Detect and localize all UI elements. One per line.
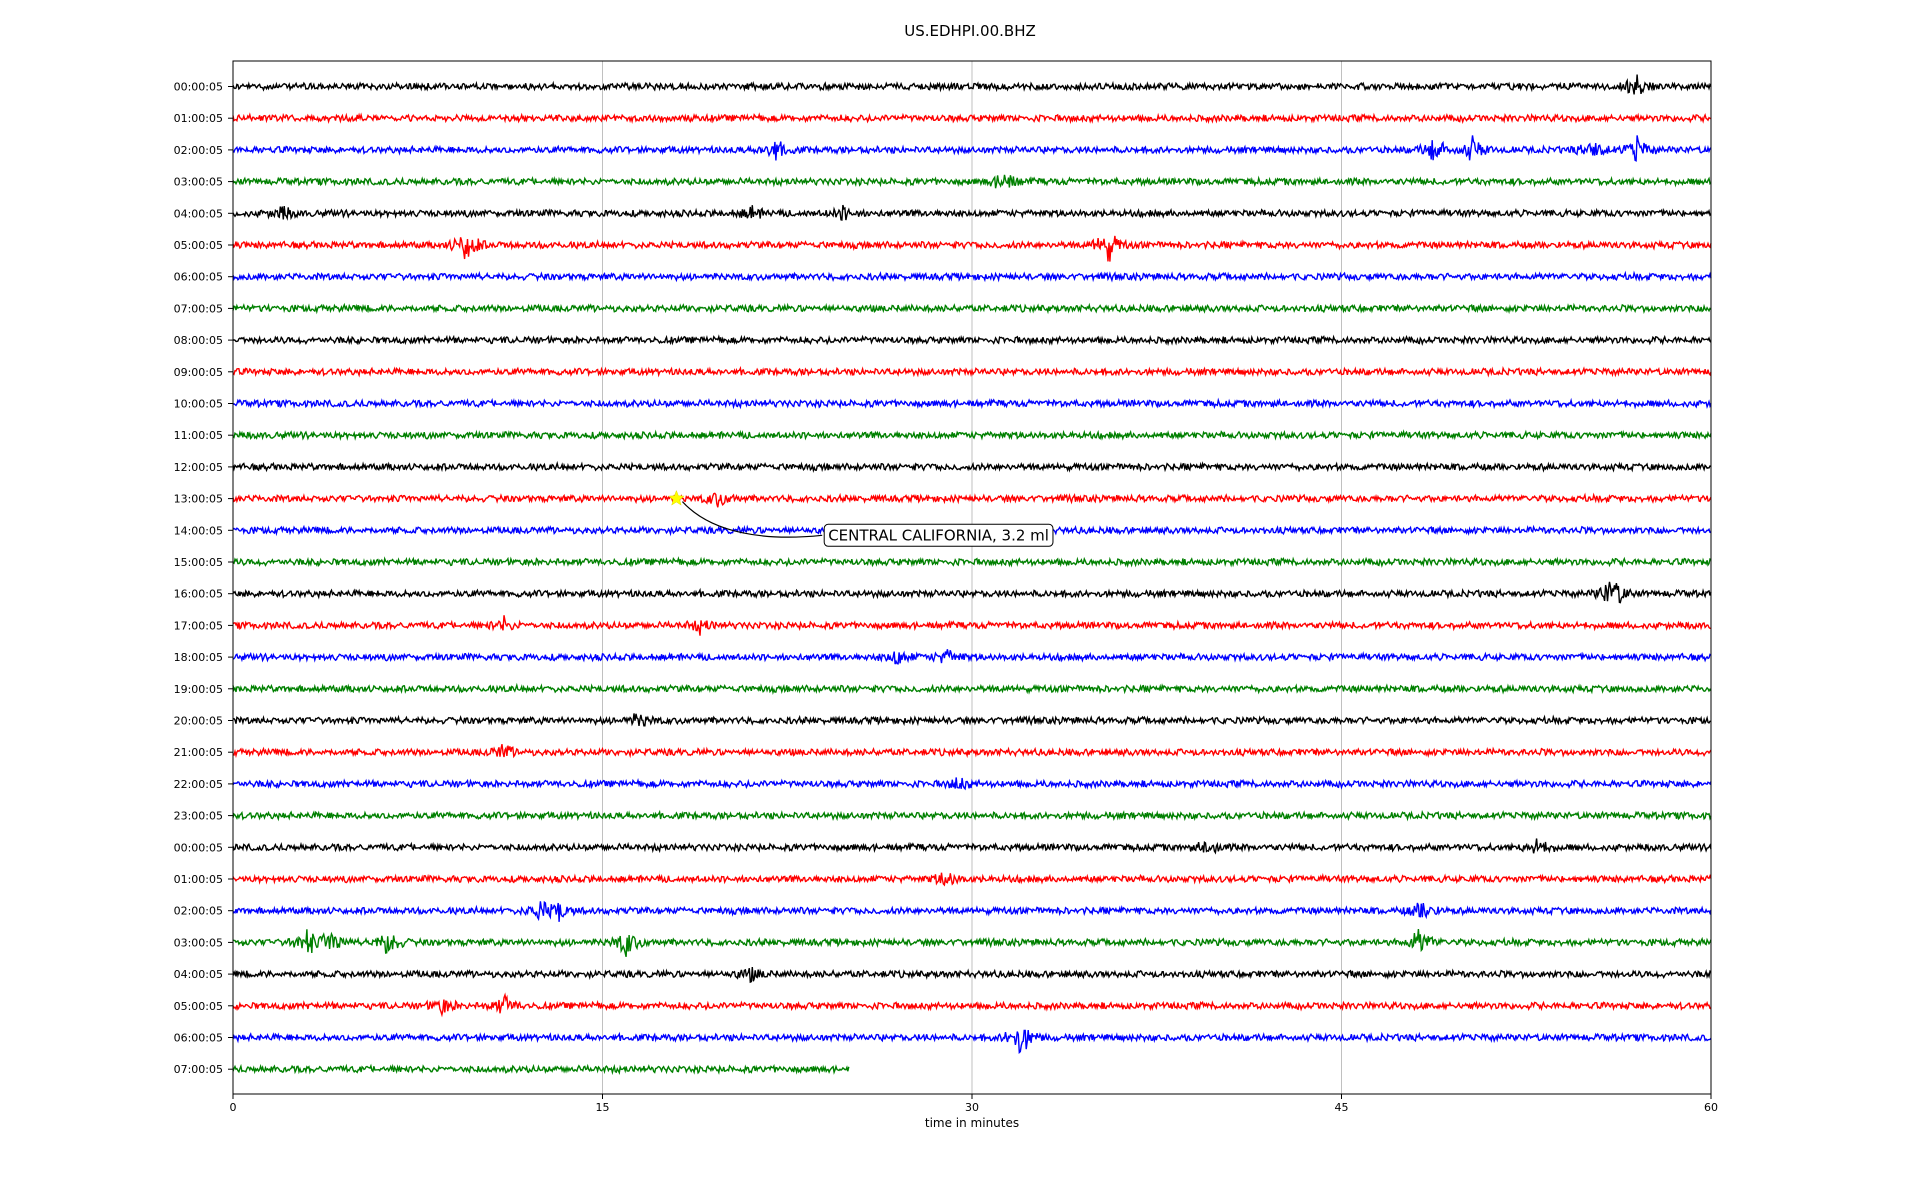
y-tick-label: 05:00:05 [174,239,223,252]
y-tick-label: 18:00:05 [174,651,223,664]
trace-line [232,777,1712,791]
y-tick-label: 10:00:05 [174,398,223,411]
x-tick-label: 0 [230,1101,237,1114]
y-tick-label: 13:00:05 [174,493,223,506]
trace-line [232,967,1712,984]
trace-line [232,397,1712,410]
y-tick-label: 02:00:05 [174,144,223,157]
y-tick-label: 01:00:05 [174,112,223,125]
y-axis: 00:00:05 01:00:05 02:00:05 03:00:05 04:00:05… [174,81,233,1076]
trace-line [232,713,1711,727]
annotation-label: CENTRAL CALIFORNIA, 3.2 ml [828,526,1049,544]
x-tick-label: 15 [596,1101,610,1114]
trace-line [232,235,1712,262]
x-axis: 0 15 30 45 60 [230,1094,1718,1114]
trace-line [232,1029,1712,1054]
x-axis-label: time in minutes [925,1116,1019,1130]
trace-line [232,556,1712,568]
y-tick-label: 20:00:05 [174,715,223,728]
trace-line [232,429,1712,442]
event-star-marker [668,489,685,506]
chart-title: US.EDHPI.00.BHZ [904,22,1036,40]
grid-layer [602,61,1342,1094]
y-tick-label: 19:00:05 [174,683,223,696]
trace-line [232,581,1712,604]
trace-line [232,460,1712,474]
y-tick-label: 03:00:05 [174,936,223,949]
trace-line [232,270,1712,283]
y-tick-label: 14:00:05 [174,524,223,537]
trace-line [232,649,1712,665]
trace-line [232,334,1712,347]
y-tick-label: 00:00:05 [174,841,223,854]
trace-line [232,900,1712,922]
y-tick-label: 17:00:05 [174,619,223,632]
y-tick-label: 16:00:05 [174,588,223,601]
trace-line [232,302,1712,315]
x-tick-label: 45 [1335,1101,1349,1114]
trace-line [232,492,1712,508]
trace-line [232,992,1712,1018]
trace-line [232,135,1712,162]
y-tick-label: 07:00:05 [174,302,223,315]
trace-line [232,174,1712,189]
y-tick-label: 04:00:05 [174,968,223,981]
trace-line [232,838,1712,855]
trace-line [232,929,1712,957]
y-tick-label: 12:00:05 [174,461,223,474]
y-tick-label: 05:00:05 [174,1000,223,1013]
y-tick-label: 06:00:05 [174,1032,223,1045]
trace-line [232,744,1712,759]
y-tick-label: 02:00:05 [174,905,223,918]
y-tick-label: 03:00:05 [174,176,223,189]
y-tick-label: 21:00:05 [174,746,223,759]
trace-line [232,1063,850,1076]
annotation-box [823,523,1054,547]
y-tick-label: 00:00:05 [174,81,223,94]
y-tick-label: 09:00:05 [174,366,223,379]
y-tick-label: 01:00:05 [174,873,223,886]
trace-line [232,365,1712,378]
trace-line [232,872,1712,887]
trace-line [232,682,1712,695]
y-tick-label: 11:00:05 [174,429,223,442]
trace-line [232,615,1711,636]
y-tick-label: 07:00:05 [174,1063,223,1076]
y-tick-label: 15:00:05 [174,556,223,569]
y-tick-label: 04:00:05 [174,207,223,220]
annotation-connector [681,501,823,538]
trace-line [232,809,1712,822]
trace-line [232,74,1712,95]
trace-line [232,112,1712,125]
y-tick-label: 22:00:05 [174,778,223,791]
x-tick-label: 60 [1704,1101,1718,1114]
y-tick-label: 08:00:05 [174,334,223,347]
trace-line [232,204,1712,221]
y-tick-label: 23:00:05 [174,810,223,823]
x-tick-label: 30 [965,1101,979,1114]
event-annotation: CENTRAL CALIFORNIA, 3.2 ml [668,489,1054,547]
y-tick-label: 06:00:05 [174,271,223,284]
